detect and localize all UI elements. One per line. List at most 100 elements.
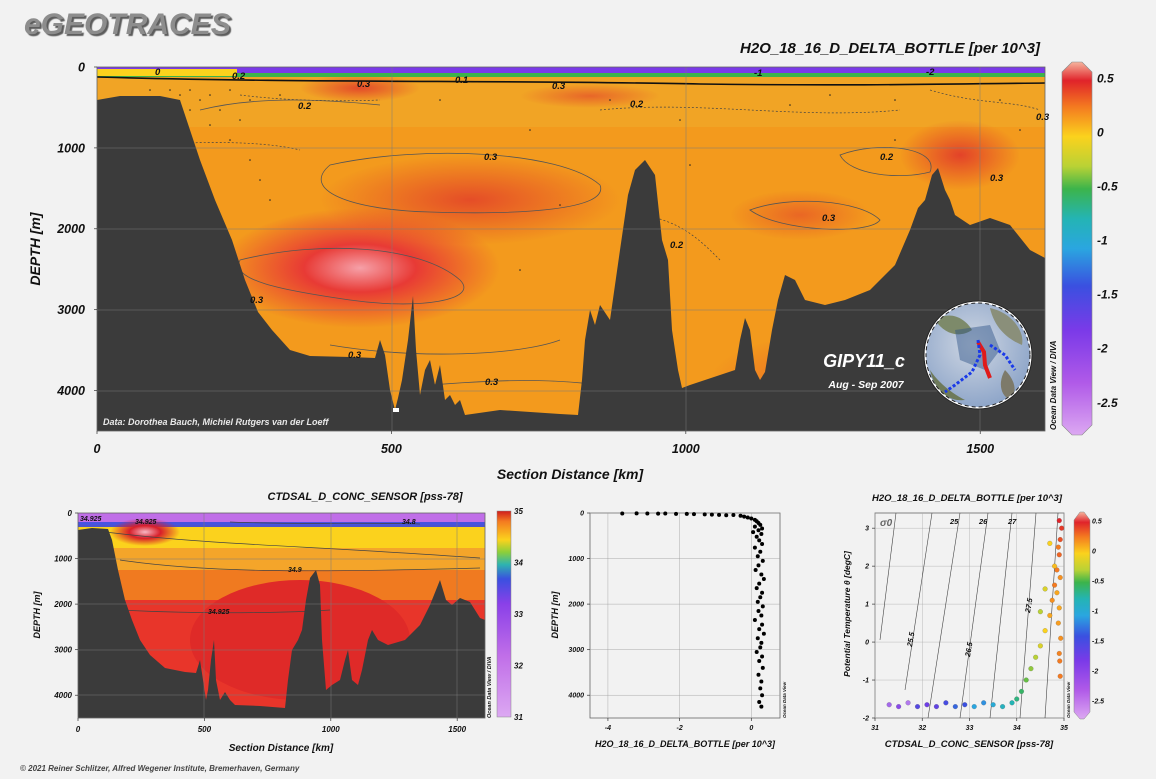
profile-axes: -4 -2 0 0 1000 2000 3000 4000 xyxy=(567,510,753,732)
profile-point xyxy=(691,512,696,517)
salinity-field xyxy=(78,513,485,718)
contour-label: 0.3 xyxy=(552,81,566,92)
ts-point xyxy=(933,704,939,710)
inset-map xyxy=(923,300,1033,410)
profile-point xyxy=(759,531,764,536)
y-tick-label: 0 xyxy=(865,640,869,647)
colorbar-tick-label: -0.5 xyxy=(1092,578,1104,585)
ts-point xyxy=(1018,688,1024,694)
colorbar-tick-label: 0.5 xyxy=(1097,71,1114,85)
ts-point xyxy=(971,704,977,710)
ts-point xyxy=(1047,612,1053,618)
topography-gap xyxy=(393,408,399,412)
contour-label: 0.1 xyxy=(455,75,468,86)
colorbar-tick-label: 0 xyxy=(1097,125,1104,139)
x-tick-label: 35 xyxy=(1060,725,1068,732)
salinity-axes: 0 500 1000 1500 0 1000 2000 3000 4000 xyxy=(53,509,466,734)
salinity-x-axis-label: Section Distance [km] xyxy=(229,743,334,754)
ts-point xyxy=(1023,677,1029,683)
contour-label: 34.925 xyxy=(208,609,230,616)
profile-point xyxy=(717,512,722,517)
contour-label: 0.2 xyxy=(670,240,684,251)
profile-point xyxy=(760,526,765,531)
profile-point xyxy=(759,640,764,645)
colorbar-tick-label: -1.5 xyxy=(1092,638,1104,645)
ts-point xyxy=(1000,704,1006,710)
profile-point xyxy=(663,511,668,516)
surface-layer-green xyxy=(97,73,1045,77)
ts-colorbar xyxy=(1073,511,1091,720)
profile-point xyxy=(761,577,766,582)
y-tick-label: 1 xyxy=(865,602,869,609)
main-plot-title: H2O_18_16_D_DELTA_BOTTLE [per 10^3] xyxy=(740,40,1041,57)
contour-label: 0.2 xyxy=(298,101,312,112)
contour-label: 0.2 xyxy=(880,152,894,163)
profile-point xyxy=(757,581,762,586)
profile-point xyxy=(749,516,754,521)
profile-point xyxy=(751,530,756,535)
x-tick-label: 500 xyxy=(381,442,402,456)
ts-point xyxy=(952,704,958,710)
profile-points xyxy=(620,511,766,709)
profile-point xyxy=(760,558,765,563)
profile-point xyxy=(724,513,729,518)
x-tick-label: 500 xyxy=(198,725,212,734)
profile-point xyxy=(674,511,679,516)
main-side-label: Ocean Data View / DIVA xyxy=(1049,340,1058,430)
y-tick-label: 2 xyxy=(864,564,869,571)
y-tick-label: 4000 xyxy=(53,691,72,700)
colorbar-tick-label: 34 xyxy=(514,559,523,568)
y-tick-label: 0 xyxy=(580,510,584,517)
profile-point xyxy=(760,541,765,546)
ts-point xyxy=(990,702,996,708)
salinity-grid xyxy=(78,513,485,718)
x-tick-label: -4 xyxy=(605,725,611,732)
contour-label: 0.3 xyxy=(484,152,498,163)
salinity-contour-labels: 34.925 34.9 34.925 34.8 34.925 xyxy=(80,516,416,616)
contour-label: 0.2 xyxy=(630,99,644,110)
egeotraces-logo: eGEOTRACES xyxy=(24,8,231,41)
y-tick-label: 4000 xyxy=(567,693,584,700)
contour-label: -1 xyxy=(754,68,762,79)
salinity-topography xyxy=(78,528,485,718)
sigma-label: σ0 xyxy=(880,518,893,529)
profile-point xyxy=(752,524,757,529)
ts-point xyxy=(1042,628,1048,634)
profile-point xyxy=(752,618,757,623)
colorbar-tick-label: -2 xyxy=(1097,342,1108,356)
profile-point xyxy=(753,567,758,572)
profile-plot: Ocean Data View H2O_18_16_D_DELTA_BOTTLE… xyxy=(550,510,787,749)
contour-label: 34.925 xyxy=(135,519,157,526)
ts-point xyxy=(1033,654,1039,660)
colorbar-ticks: 0.50-0.5-1-1.5-2-2.535343332310.50-0.5-1… xyxy=(514,71,1118,722)
ts-point xyxy=(924,702,930,708)
ts-point xyxy=(905,700,911,706)
main-plot-frame xyxy=(96,66,1046,432)
profile-point xyxy=(759,679,764,684)
ts-point xyxy=(1059,525,1065,531)
ts-point xyxy=(896,704,902,710)
ts-point xyxy=(981,700,987,706)
profile-point xyxy=(754,586,759,591)
x-tick-label: 33 xyxy=(966,725,974,732)
profile-x-axis-label: H2O_18_16_D_DELTA_BOTTLE [per 10^3] xyxy=(595,739,776,749)
profile-point xyxy=(756,608,761,613)
profile-point xyxy=(759,704,764,709)
x-tick-label: 1000 xyxy=(322,725,340,734)
isopycnal-label: 26.5 xyxy=(963,641,975,659)
ts-point xyxy=(943,700,949,706)
ts-point xyxy=(1057,537,1063,543)
profile-point xyxy=(758,645,763,650)
main-x-axis-label: Section Distance [km] xyxy=(497,466,645,482)
ts-point xyxy=(1056,650,1062,656)
profile-point xyxy=(634,511,639,516)
ts-point xyxy=(1049,597,1055,603)
profile-point xyxy=(645,511,650,516)
salinity-plot-title: CTDSAL_D_CONC_SENSOR [pss-78] xyxy=(268,491,463,503)
mid-maximum xyxy=(320,155,620,245)
colorbar-tick-label: 35 xyxy=(514,507,523,516)
ts-point xyxy=(1056,605,1062,611)
data-credit: Data: Dorothea Bauch, Michiel Rutgers va… xyxy=(103,417,329,427)
profile-point xyxy=(760,622,765,627)
isopycnal-label: 27 xyxy=(1007,517,1017,526)
